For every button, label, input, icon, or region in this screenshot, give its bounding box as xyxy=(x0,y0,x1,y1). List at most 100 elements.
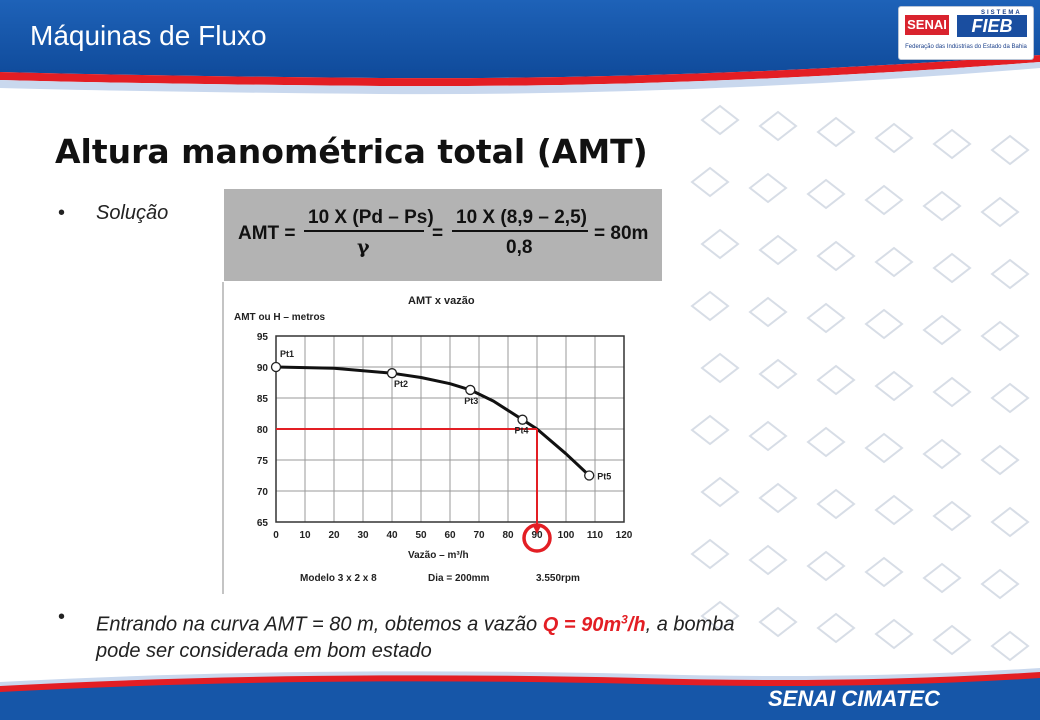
chart-footer-rpm: 3.550rpm xyxy=(536,573,580,584)
decorative-diamond xyxy=(990,630,1030,662)
decorative-diamond xyxy=(748,296,788,328)
formula-den1: γ xyxy=(357,236,370,258)
decorative-diamond xyxy=(816,612,856,644)
formula-eq: = xyxy=(432,223,443,244)
decorative-diamond xyxy=(690,290,730,322)
decorative-diamond xyxy=(758,606,798,638)
footer-band xyxy=(0,668,1040,720)
y-tick-label: 85 xyxy=(257,394,269,405)
operating-point-label: Pt5 xyxy=(597,472,611,482)
decorative-diamond xyxy=(690,414,730,446)
decorative-diamond xyxy=(990,258,1030,290)
chart-ylabel: AMT ou H – metros xyxy=(234,312,326,323)
header-title: Máquinas de Fluxo xyxy=(30,20,267,51)
chart-title: AMT x vazão xyxy=(408,295,475,307)
decorative-diamond xyxy=(758,482,798,514)
bullet-conclusao: Entrando na curva AMT = 80 m, obtemos a … xyxy=(96,606,976,664)
decorative-diamond xyxy=(864,556,904,588)
decorative-diamond xyxy=(758,110,798,142)
decorative-diamond xyxy=(932,128,972,160)
bullet-text-line2: pode ser considerada em bom estado xyxy=(96,639,432,662)
decorative-diamond xyxy=(922,314,962,346)
federacao-logo-text: Federação das Indústrias do Estado da Ba… xyxy=(905,44,1027,50)
decorative-diamond xyxy=(932,624,972,656)
operating-point xyxy=(270,361,282,373)
decorative-diamond-pattern xyxy=(690,104,1030,662)
decorative-diamond xyxy=(806,550,846,582)
bullet-solucao: Solução xyxy=(96,202,169,224)
amt-vazao-chart: 0 10 20 30 40 50 60 70 80 90 100 110 120 65 70 75 80 85 90… xyxy=(222,282,662,594)
highlight-circle-90 xyxy=(522,523,552,553)
decorative-diamond xyxy=(806,302,846,334)
chart-footer-dia: Dia = 200mm xyxy=(428,573,490,584)
senai-fieb-logo: SENAI SISTEMA FIEB Federação das Indústr… xyxy=(898,6,1034,60)
decorative-diamond xyxy=(816,488,856,520)
decorative-diamond xyxy=(748,420,788,452)
superscript-3: 3 xyxy=(621,612,628,626)
bullet-marker: • xyxy=(58,606,66,628)
decorative-diamond xyxy=(922,438,962,470)
decorative-diamond xyxy=(990,134,1030,166)
x-tick-label: 0 xyxy=(273,530,279,541)
x-tick-label: 30 xyxy=(357,530,369,541)
decorative-diamond xyxy=(980,320,1020,352)
decorative-diamond xyxy=(748,544,788,576)
decorative-diamond xyxy=(700,476,740,508)
decorative-diamond xyxy=(806,178,846,210)
decorative-diamond xyxy=(816,240,856,272)
decorative-diamond xyxy=(748,172,788,204)
decorative-diamond xyxy=(922,562,962,594)
operating-point xyxy=(465,384,476,396)
formula-result: = 80m xyxy=(594,223,648,244)
chart-xlabel: Vazão – m³/h xyxy=(408,550,469,561)
operating-point-label: Pt2 xyxy=(394,379,408,389)
decorative-diamond xyxy=(690,538,730,570)
y-tick-label: 70 xyxy=(257,487,269,498)
x-tick-label: 90 xyxy=(531,530,543,541)
operating-point xyxy=(517,414,528,425)
decorative-diamond xyxy=(700,352,740,384)
bullet-text-part1: Entrando na curva AMT = 80 m, obtemos a … xyxy=(96,613,543,636)
formula-num2: 10 X (8,9 – 2,5) xyxy=(456,207,587,228)
decorative-diamond xyxy=(864,184,904,216)
decorative-diamond xyxy=(874,370,914,402)
decorative-diamond xyxy=(980,196,1020,228)
decorative-diamond xyxy=(922,190,962,222)
decorative-diamond xyxy=(758,234,798,266)
operating-point-label: Pt4 xyxy=(515,426,529,436)
x-tick-label: 120 xyxy=(616,530,633,541)
decorative-diamond xyxy=(806,426,846,458)
operating-point xyxy=(386,368,398,379)
x-tick-label: 80 xyxy=(502,530,514,541)
decorative-diamond xyxy=(874,246,914,278)
x-tick-label: 60 xyxy=(444,530,456,541)
decorative-diamond xyxy=(816,116,856,148)
x-tick-label: 100 xyxy=(558,530,575,541)
decorative-diamond xyxy=(874,618,914,650)
operating-point-label: Pt3 xyxy=(464,396,478,406)
y-tick-label: 90 xyxy=(257,363,269,374)
decorative-diamond xyxy=(932,252,972,284)
decorative-diamond xyxy=(864,308,904,340)
decorative-diamond xyxy=(700,228,740,260)
bullet-highlight-vazao: Q = 90m3/h xyxy=(542,612,646,636)
y-tick-label: 75 xyxy=(257,456,269,467)
operating-point-label: Pt1 xyxy=(280,349,294,359)
decorative-diamond xyxy=(700,104,740,136)
decorative-diamond xyxy=(990,382,1030,414)
decorative-diamond xyxy=(874,494,914,526)
footer-brand: SENAI CIMATEC xyxy=(768,686,940,711)
decorative-diamond xyxy=(990,506,1030,538)
x-tick-label: 40 xyxy=(386,530,398,541)
y-tick-label: 80 xyxy=(257,425,269,436)
chart-footer-modelo: Modelo 3 x 2 x 8 xyxy=(300,573,377,584)
amt-formula: AMT = 10 X (Pd – Ps) γ = 10 X (8,9 – 2,5… xyxy=(224,189,662,281)
decorative-diamond xyxy=(932,376,972,408)
decorative-diamond xyxy=(758,358,798,390)
formula-num1: 10 X (Pd – Ps) xyxy=(308,207,434,228)
fieb-logo-text: FIEB xyxy=(957,15,1027,37)
x-tick-label: 10 xyxy=(299,530,311,541)
decorative-diamond xyxy=(864,432,904,464)
formula-lhs: AMT = xyxy=(238,223,296,244)
x-tick-label: 110 xyxy=(587,530,604,541)
